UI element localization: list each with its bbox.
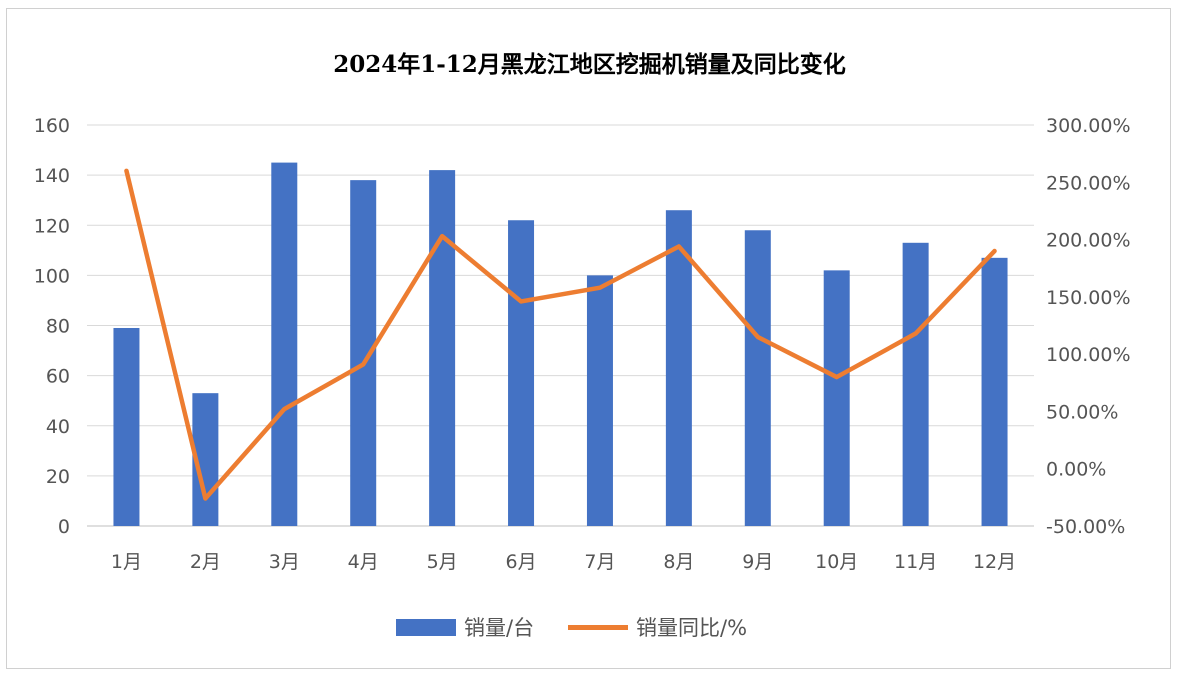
bar [665,210,692,526]
x-tick-label: 5月 [427,551,458,573]
legend-item-line: 销量同比/% [568,612,747,642]
x-tick-label: 10月 [815,551,858,573]
x-tick-label: 7月 [584,551,615,573]
y-tick-label: 80 [46,316,70,338]
bar [113,328,140,526]
bar [823,270,850,526]
legend-label-bar: 销量/台 [464,616,535,640]
y2-tick-label: 300.00% [1046,115,1131,137]
bar [271,162,298,526]
y-tick-label: 0 [58,516,70,538]
y2-tick-label: -50.00% [1046,516,1125,538]
line-series [124,168,997,501]
chart-title: 2024年1-12月黑龙江地区挖掘机销量及同比变化 [333,51,846,78]
x-tick-label: 4月 [348,551,379,573]
x-tick-label: 1月 [111,551,142,573]
bar [744,230,771,526]
x-tick-label: 6月 [505,551,536,573]
legend-swatch-bar [396,618,456,636]
x-tick-label: 11月 [894,551,937,573]
bar [508,220,535,527]
y-tick-label: 60 [46,366,70,388]
bar [429,170,456,527]
bar [586,275,613,526]
y-tick-label: 40 [46,416,70,438]
y2-tick-label: 200.00% [1046,230,1131,252]
x-tick-label: 8月 [663,551,694,573]
x-tick-label: 12月 [973,551,1016,573]
bar [902,242,929,526]
y2-tick-label: 100.00% [1046,344,1131,366]
y-tick-label: 100 [34,265,70,287]
legend-swatch-line [568,624,628,630]
y2-tick-label: 250.00% [1046,172,1131,194]
x-tick-label: 3月 [269,551,300,573]
y-tick-label: 140 [34,165,70,187]
y-tick-label: 160 [34,115,70,137]
y2-tick-label: 150.00% [1046,287,1131,309]
legend-item-bar: 销量/台 [396,612,534,642]
y2-tick-label: 50.00% [1046,401,1118,423]
y2-tick-label: 0.00% [1046,459,1106,481]
bar [981,257,1008,526]
y-tick-label: 120 [34,215,70,237]
chart-frame [6,8,1171,669]
legend-label-line: 销量同比/% [636,616,748,640]
x-tick-label: 2月 [190,551,221,573]
y-tick-label: 20 [46,466,70,488]
x-tick-label: 9月 [742,551,773,573]
